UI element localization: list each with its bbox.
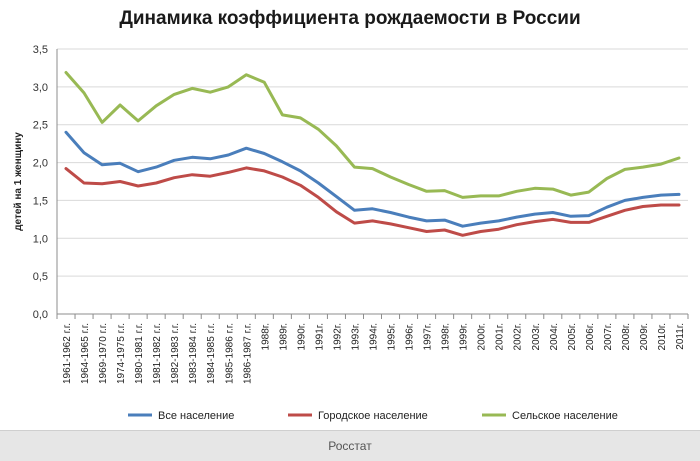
x-tick-label: 1961-1962 г.г. [62, 323, 73, 384]
x-tick-label: 1974-1975 г.г. [116, 323, 127, 384]
y-tick-label: 1,0 [33, 233, 48, 245]
x-tick-label: 2010г. [657, 323, 668, 350]
x-tick-label: 1998г. [441, 323, 452, 350]
x-tick-label: 2004г. [549, 323, 560, 350]
x-tick-label: 1985-1986 г.г. [224, 323, 235, 384]
x-tick-label: 1999г. [459, 323, 470, 350]
x-tick-label: 1994г. [369, 323, 380, 350]
x-tick-label: 2007г. [603, 323, 614, 350]
chart-container: Динамика коэффициента рождаемости в Росс… [13, 8, 689, 422]
x-tick-label: 1990г. [296, 323, 307, 350]
x-tick-label: 2003г. [531, 323, 542, 350]
x-tick-label: 1993г. [350, 323, 361, 350]
x-tick-label: 1982-1983 г.г. [170, 323, 181, 384]
footer-bar: Росстат [0, 430, 700, 461]
x-tick-label: 2009г. [639, 323, 650, 350]
y-tick-label: 3,5 [33, 44, 48, 56]
x-tick-label: 2006г. [585, 323, 596, 350]
x-tick-label: 1980-1981 г.г. [134, 323, 145, 384]
series-line [64, 71, 681, 199]
x-tick-label: 1991г. [314, 323, 325, 350]
x-tick-label: 2000г. [477, 323, 488, 350]
x-tick-label: 2011г. [675, 323, 686, 350]
x-tick-label: 1992г. [332, 323, 343, 350]
x-tick-label: 1964-1965 г.г. [80, 323, 91, 384]
series-line [64, 166, 681, 237]
y-tick-label: 2,0 [33, 158, 48, 170]
x-tick-label: 1981-1982 г.г. [152, 323, 163, 384]
y-tick-label: 3,0 [33, 82, 48, 94]
x-tick-label: 1988г. [260, 323, 271, 350]
source-label: Росстат [328, 439, 372, 453]
legend-label: Все население [158, 410, 234, 422]
x-tick-label: 1995г. [387, 323, 398, 350]
x-tick-label: 1996г. [405, 323, 416, 350]
chart-title: Динамика коэффициента рождаемости в Росс… [119, 8, 581, 29]
x-tick-label: 1984-1985 г.г. [206, 323, 217, 384]
y-tick-label: 0,5 [33, 271, 48, 283]
x-tick-label: 1989г. [278, 323, 289, 350]
x-tick-label: 2001г. [495, 323, 506, 350]
legend-label: Городское население [318, 410, 428, 422]
x-tick-label: 2008г. [621, 323, 632, 350]
series-line [64, 130, 681, 228]
chart-svg: 0,0 0,5 1,0 1,5 2,0 2,5 3,0 3,5 детей на 1 женщи… [13, 44, 689, 422]
y-tick-label: 1,5 [33, 195, 48, 207]
y-axis-title: детей на 1 женщину [13, 132, 24, 231]
x-tick-label: 1997г. [423, 323, 434, 350]
y-tick-label: 0,0 [33, 309, 48, 321]
legend-label: Сельское население [512, 410, 618, 422]
x-tick-label: 1983-1984 г.г. [188, 323, 199, 384]
y-tick-label: 2,5 [33, 120, 48, 132]
x-tick-label: 1969-1970 г.г. [98, 323, 109, 384]
x-tick-label: 2002г. [513, 323, 524, 350]
x-tick-label: 2005г. [567, 323, 578, 350]
x-tick-label: 1986-1987 г.г. [242, 323, 253, 384]
